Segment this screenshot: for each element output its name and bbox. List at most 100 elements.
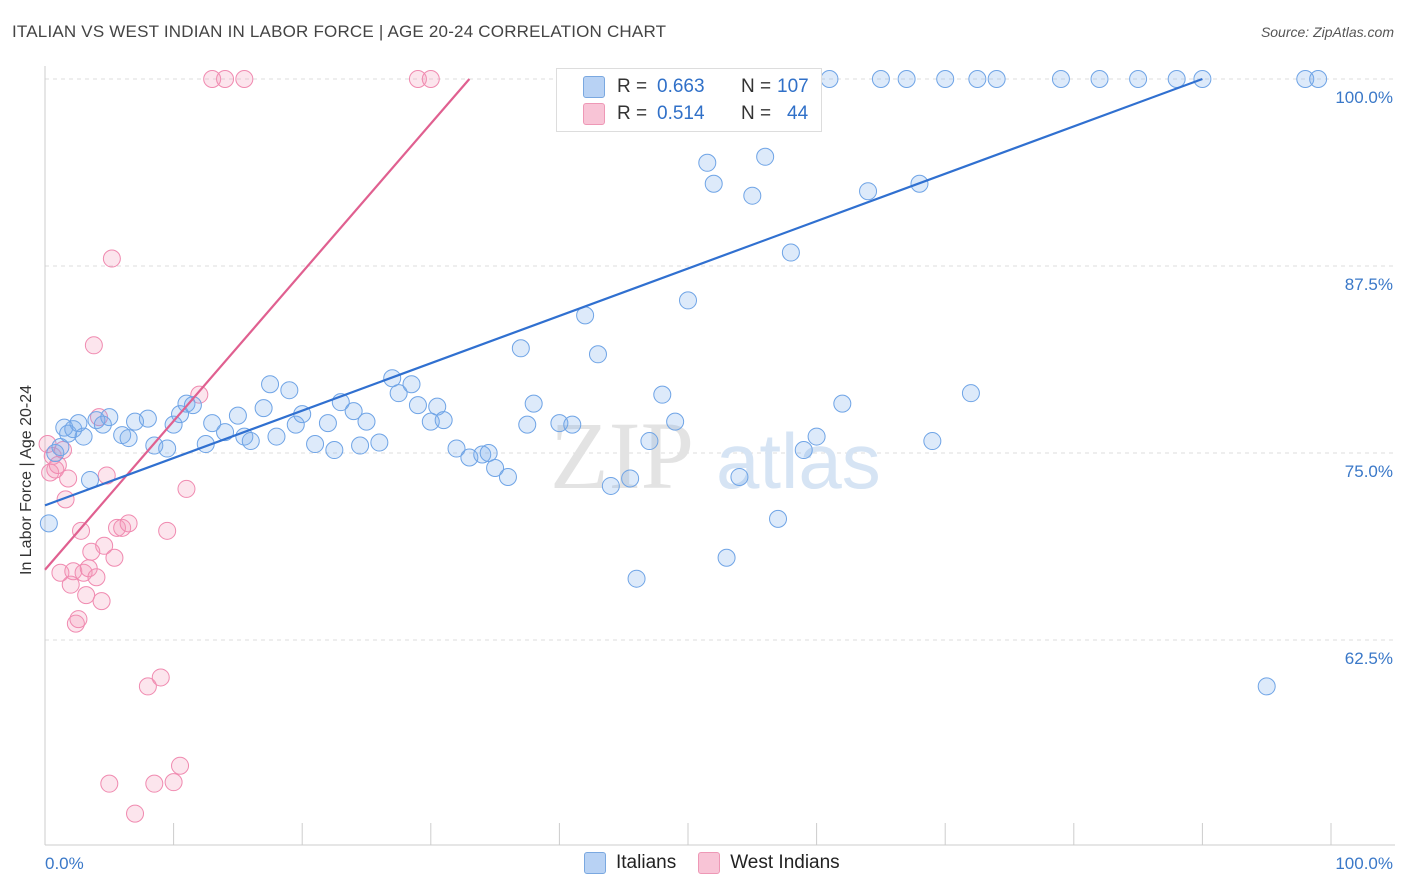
- italians-point: [100, 408, 119, 427]
- trendlines: [44, 77, 1203, 571]
- italians-point: [203, 414, 222, 433]
- west-indians-point: [408, 70, 427, 88]
- italians-point: [961, 384, 980, 403]
- italians-point: [807, 427, 826, 446]
- west-indians-point: [158, 521, 177, 540]
- italians-point: [1167, 70, 1186, 88]
- legend-row-italians: R = 0.663 N = 107: [583, 74, 809, 100]
- italians-point: [968, 70, 987, 88]
- west-indians-point: [95, 536, 114, 555]
- italians-point: [183, 396, 202, 415]
- axes: [44, 66, 1395, 846]
- correlation-legend: R = 0.663 N = 107 R = 0.514 N = 44: [556, 68, 822, 132]
- italians-point: [923, 432, 942, 451]
- italians-point: [987, 70, 1006, 88]
- italians-point: [871, 70, 890, 88]
- italians-point: [318, 414, 337, 433]
- legend-row-west-indians: R = 0.514 N = 44: [583, 101, 808, 127]
- italians-point: [679, 291, 697, 310]
- west-indians-swatch: [698, 852, 721, 874]
- italians-point: [730, 467, 749, 486]
- italians-point: [46, 444, 65, 463]
- italians-point: [1090, 70, 1109, 88]
- italians-point: [936, 70, 955, 88]
- italians-point: [588, 345, 607, 364]
- italians-point: [1296, 70, 1315, 88]
- west-indians-point: [190, 385, 209, 404]
- west-indians-swatch: [583, 103, 605, 125]
- italians-point: [280, 381, 299, 400]
- italians-point: [351, 436, 370, 455]
- legend-n-value: 44: [787, 103, 809, 124]
- italians-point: [743, 186, 762, 205]
- italians-point: [138, 409, 157, 428]
- italians-point: [51, 438, 70, 457]
- italians-point: [1257, 677, 1276, 696]
- west-indians-point: [171, 756, 190, 775]
- chart-title: ITALIAN VS WEST INDIAN IN LABOR FORCE | …: [12, 22, 667, 41]
- italians-point: [859, 182, 878, 201]
- italians-point: [344, 402, 363, 421]
- italians-point: [666, 412, 685, 431]
- watermark: ZIP atlas: [550, 402, 881, 509]
- west-indians-point: [59, 469, 78, 488]
- italians-point: [241, 432, 260, 451]
- italians-point: [524, 394, 543, 413]
- west-indians-point: [61, 575, 80, 594]
- legend-label-italians: Italians: [616, 852, 677, 873]
- legend-n-label: N =: [741, 76, 772, 97]
- italians-point: [498, 467, 517, 486]
- italians-point: [1129, 70, 1148, 88]
- italians-point: [486, 458, 505, 477]
- italians-points: [39, 70, 1328, 696]
- italians-point: [408, 396, 427, 415]
- italians-point: [717, 548, 736, 567]
- italians-swatch: [584, 852, 606, 874]
- italians-trendline: [44, 77, 1203, 507]
- legend-item-west-indians[interactable]: West Indians: [698, 852, 840, 874]
- italians-point: [479, 444, 498, 463]
- italians-point: [39, 514, 58, 533]
- legend-n-value: 107: [777, 76, 809, 97]
- italians-point: [306, 435, 325, 454]
- watermark-atlas: atlas: [716, 417, 881, 505]
- west-indians-point: [100, 774, 119, 793]
- west-indians-point: [51, 563, 70, 582]
- west-indians-point: [421, 70, 440, 88]
- italians-point: [704, 174, 723, 193]
- west-indians-point: [87, 568, 106, 587]
- west-indians-point: [105, 548, 124, 567]
- italians-point: [64, 420, 83, 439]
- y-axis-label: In Labor Force | Age 20-24: [18, 384, 35, 575]
- italians-point: [621, 469, 640, 488]
- italians-point: [267, 427, 286, 446]
- legend-item-italians[interactable]: Italians: [584, 852, 676, 874]
- italians-point: [389, 384, 408, 403]
- legend-r-value: 0.663: [657, 76, 705, 97]
- west-indians-point: [203, 70, 222, 88]
- italians-point: [119, 429, 138, 448]
- west-indians-point: [92, 592, 111, 611]
- y-tick-label: 75.0%: [1345, 462, 1393, 481]
- italians-point: [434, 411, 453, 430]
- source-label: Source: ZipAtlas.com: [1260, 24, 1394, 40]
- italians-point: [563, 415, 582, 434]
- italians-point: [698, 153, 717, 172]
- x-tick-label: 0.0%: [45, 854, 84, 873]
- italians-point: [511, 339, 530, 358]
- series-legend: Italians West Indians: [584, 852, 862, 874]
- legend-r-label: R =: [617, 76, 648, 97]
- west-indians-point: [84, 336, 103, 355]
- west-indians-point: [177, 479, 196, 498]
- watermark-zip: ZIP: [550, 402, 694, 509]
- west-indians-point: [77, 586, 96, 605]
- tick-labels: 62.5% 75.0% 87.5% 100.0% 0.0% 100.0%: [45, 88, 1393, 873]
- west-indians-point: [102, 249, 121, 268]
- italians-point: [177, 394, 196, 413]
- italians-point: [93, 415, 112, 434]
- italians-point: [421, 412, 440, 431]
- west-indians-point: [151, 668, 170, 687]
- italians-point: [833, 394, 852, 413]
- italians-point: [601, 476, 620, 495]
